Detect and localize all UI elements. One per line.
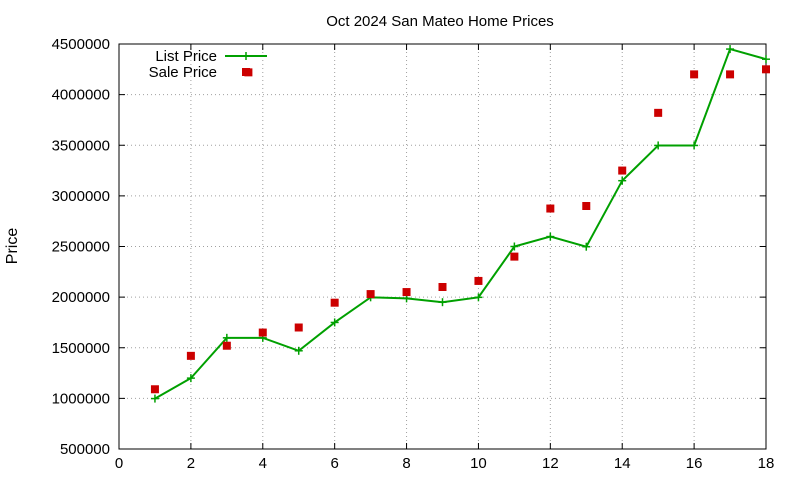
sale-price-point: [510, 252, 519, 261]
series-layer: [150, 45, 770, 403]
sale-price-point: [582, 202, 591, 210]
x-tick-label: 4: [259, 455, 267, 472]
x-tick-label: 12: [542, 455, 559, 472]
list-price-point: [150, 394, 159, 403]
list-price-point: [510, 242, 519, 251]
sale-price-point: [186, 351, 195, 360]
legend-sale-price-label: Sale Price: [149, 64, 217, 81]
list-price-point: [474, 293, 483, 302]
sale-price-point: [654, 108, 663, 117]
y-tick-label: 3500000: [52, 137, 110, 154]
x-tick-label: 0: [115, 455, 123, 472]
sale-price-point: [726, 70, 735, 79]
list-price-point: [222, 333, 231, 342]
sale-price-point: [546, 204, 555, 213]
sale-price-point: [258, 328, 267, 337]
sale-price-point: [366, 290, 375, 299]
sale-price-point: [438, 283, 447, 291]
y-tick-label: 2000000: [52, 289, 110, 306]
sale-price-point: [618, 166, 627, 175]
sale-price-point: [222, 341, 231, 350]
legend-list-price-marker: [242, 52, 250, 60]
x-tick-label: 8: [402, 455, 410, 472]
legend-list-price-label: List Price: [155, 48, 217, 65]
x-tick-label: 18: [758, 455, 775, 472]
list-price-point: [654, 141, 663, 150]
legend-swatches: [225, 52, 267, 76]
list-price-point: [582, 242, 591, 251]
legend: List Price Sale Price: [149, 48, 267, 81]
sale-price-point: [690, 70, 699, 79]
list-price-point: [726, 45, 735, 54]
y-tick-label: 4000000: [52, 87, 110, 104]
list-price-point: [186, 374, 195, 383]
chart-title: Oct 2024 San Mateo Home Prices: [326, 13, 554, 30]
x-tick-label: 14: [614, 455, 631, 472]
list-price-point: [438, 298, 447, 307]
grid-lines: [119, 44, 766, 449]
sale-price-point: [474, 276, 483, 285]
sale-price-point: [402, 288, 411, 297]
y-tick-label: 2500000: [52, 239, 110, 256]
list-price-point: [294, 346, 303, 355]
y-axis-label: Price: [4, 228, 21, 265]
y-tick-label: 1000000: [52, 390, 110, 407]
sale-price-point: [150, 385, 159, 394]
y-tick-label: 3000000: [52, 188, 110, 205]
list-price-point: [618, 176, 627, 185]
y-tick-label: 4500000: [52, 36, 110, 53]
x-tick-label: 16: [686, 455, 703, 472]
x-tick-label: 10: [470, 455, 487, 472]
list-price-point: [762, 55, 770, 64]
sale-price-point: [330, 298, 339, 307]
y-tick-label: 500000: [60, 441, 110, 458]
legend-sale-price-marker: [242, 68, 250, 76]
list-price-point: [690, 141, 699, 150]
x-tick-label: 6: [330, 455, 338, 472]
list-price-point: [546, 232, 555, 241]
sale-price-point: [294, 323, 303, 332]
y-tick-label: 1500000: [52, 340, 110, 357]
list-price-line: [154, 47, 767, 400]
sale-price-point: [762, 65, 770, 74]
list-price-point: [330, 318, 339, 327]
axis-ticks: 0 2 4 6 8 10 12 14 16 18 500000 1000000 1500000 20000…: [52, 36, 775, 472]
plot-frame: [118, 43, 767, 450]
x-tick-label: 2: [187, 455, 195, 472]
